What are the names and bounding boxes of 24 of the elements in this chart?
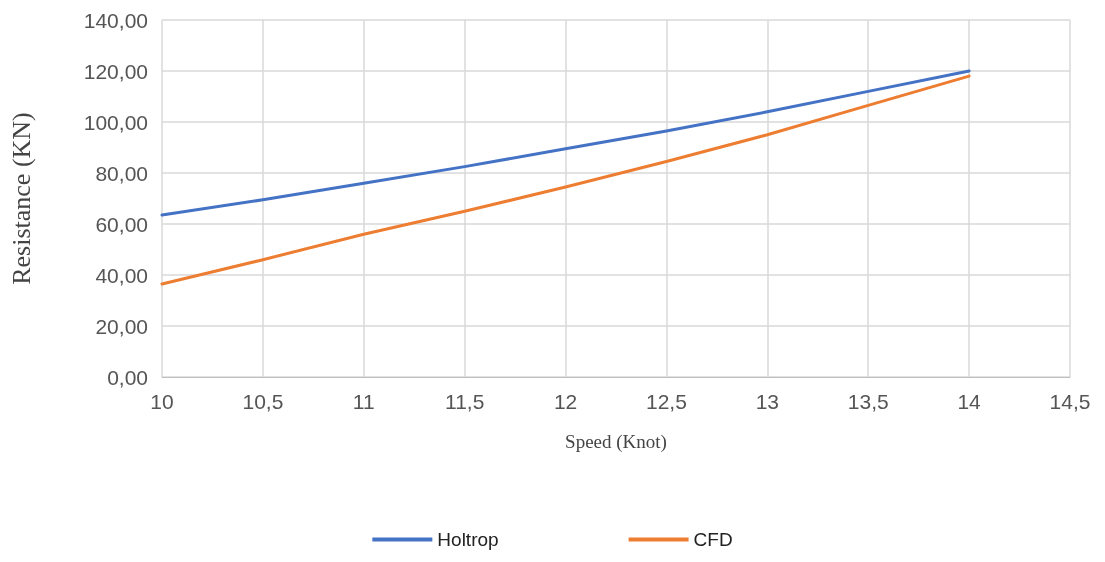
legend-label: CFD <box>693 529 733 550</box>
line-series <box>160 74 971 286</box>
legend-label: Holtrop <box>437 529 499 550</box>
y-tick-label: 20,00 <box>95 314 148 338</box>
x-tick-label: 10,5 <box>242 390 284 413</box>
y-tick-label: 40,00 <box>95 263 148 287</box>
line-series <box>160 69 971 217</box>
x-tick-label: 10 <box>150 390 174 413</box>
x-tick-label: 12 <box>553 390 578 413</box>
x-tick-label: 12,5 <box>646 390 687 413</box>
x-tick-label: 11,5 <box>445 390 485 413</box>
y-tick-label: 100,00 <box>83 110 148 134</box>
y-axis-title: Resistance (KN) <box>6 112 36 285</box>
x-tick-label: 13 <box>755 390 780 413</box>
x-tick-label: 11 <box>352 390 375 413</box>
x-tick-label: 14,5 <box>1049 390 1091 413</box>
y-tick-label: 120,00 <box>83 59 148 83</box>
x-tick-label: 14 <box>957 390 982 413</box>
y-tick-label: 60,00 <box>95 212 148 236</box>
x-tick-label: 13,5 <box>847 390 889 413</box>
y-tick-label: 0,00 <box>107 365 148 389</box>
y-tick-label: 80,00 <box>95 161 148 185</box>
y-tick-label: 140,00 <box>83 8 148 32</box>
x-axis-title: Speed (Knot) <box>565 431 667 453</box>
